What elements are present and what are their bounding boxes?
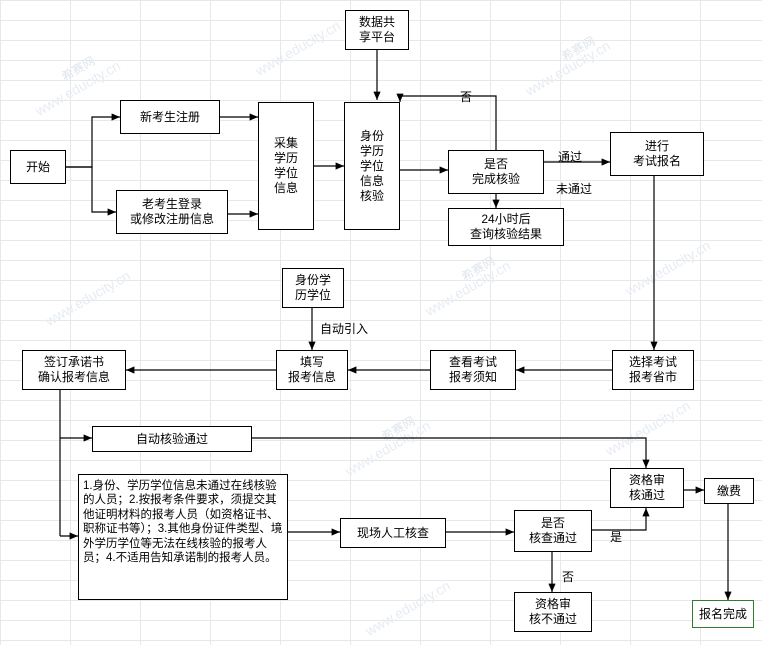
- node-view-notice: 查看考试 报考须知: [430, 350, 516, 390]
- node-sign-commitment: 签订承诺书 确认报考信息: [22, 350, 126, 390]
- node-complete: 报名完成: [692, 600, 754, 628]
- node-auto-pass: 自动核验通过: [92, 426, 252, 452]
- node-old-login: 老考生登录 或修改注册信息: [116, 190, 228, 234]
- label-auto-import: 自动引入: [320, 320, 368, 337]
- node-new-registration: 新考生注册: [120, 100, 220, 134]
- node-qualification-fail: 资格审 核不通过: [514, 592, 592, 632]
- node-fill-info: 填写 报考信息: [276, 350, 348, 390]
- label-no: 否: [460, 88, 472, 105]
- node-data-share: 数据共 享平台: [345, 10, 409, 50]
- node-collect-info: 采集 学历 学位 信息: [258, 102, 314, 230]
- node-qualification-ok: 资格审 核通过: [610, 468, 684, 508]
- label-no-manual: 否: [562, 568, 574, 585]
- label-yes-manual: 是: [610, 528, 622, 545]
- node-identity-verify: 身份 学历 学位 信息 核验: [344, 102, 400, 230]
- label-pass: 通过: [558, 148, 582, 165]
- node-exam-registration: 进行 考试报名: [610, 132, 704, 176]
- node-after-24h: 24小时后 查询核验结果: [448, 208, 564, 246]
- label-not-pass: 未通过: [556, 180, 592, 197]
- node-id-degree: 身份学 历学位: [282, 268, 344, 308]
- node-pay: 缴费: [704, 478, 754, 504]
- node-is-pass: 是否 完成核验: [448, 150, 544, 194]
- node-select-city: 选择考试 报考省市: [612, 350, 694, 390]
- node-manual-pass: 是否 核查通过: [514, 510, 592, 552]
- node-conditions-text: 1.身份、学历学位信息未通过在线核验的人员；2.按报考条件要求，须提交其他证明材…: [78, 474, 288, 600]
- node-start: 开始: [10, 150, 66, 184]
- node-manual-check: 现场人工核查: [340, 518, 446, 548]
